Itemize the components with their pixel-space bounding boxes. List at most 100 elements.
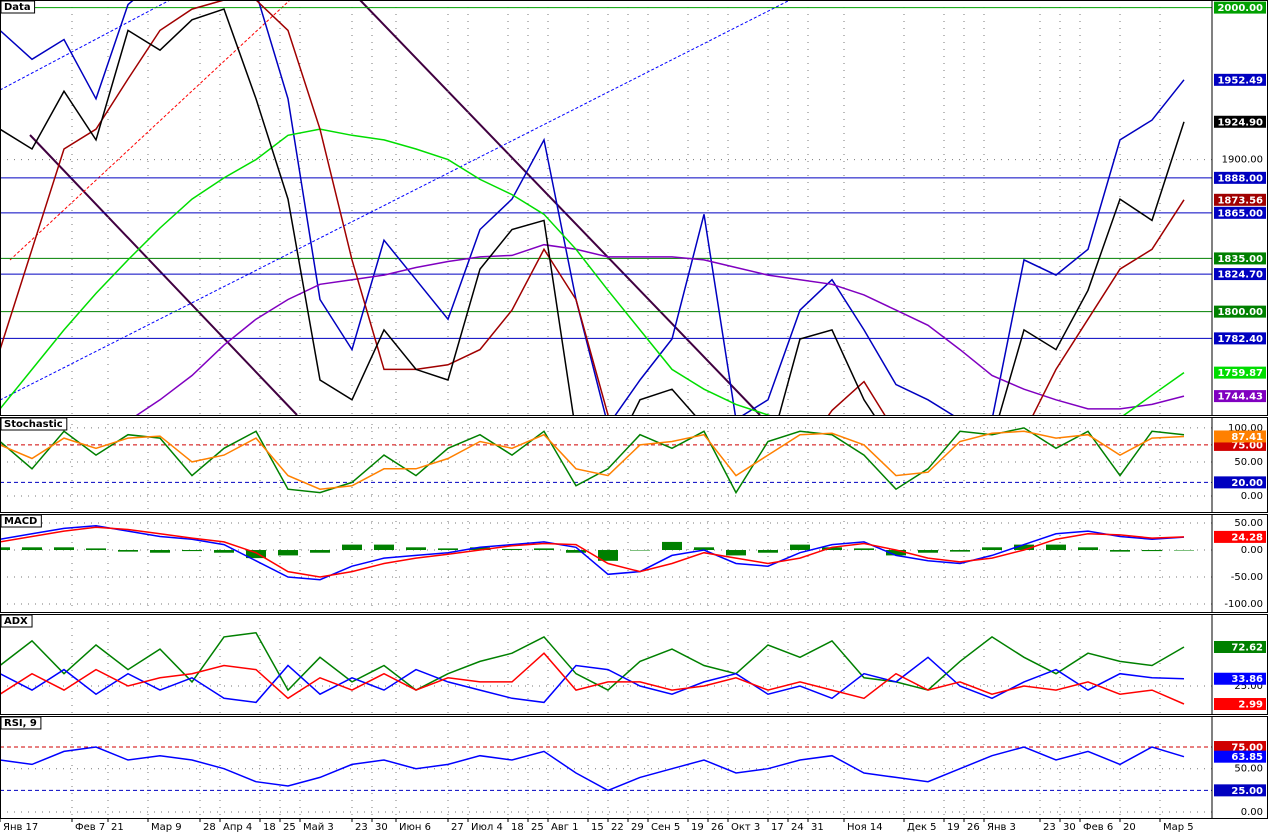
x-tick-label: 20 — [1123, 822, 1136, 833]
value-label: 1865.00 — [1217, 208, 1263, 219]
x-tick-label: 23 — [355, 822, 368, 833]
value-label: 72.62 — [1231, 642, 1263, 653]
y-tick-label: -100.00 — [1224, 599, 1263, 610]
value-label: 25.00 — [1231, 786, 1263, 797]
value-label-box — [1214, 366, 1266, 379]
axis-labels: 50.00 0.00 -50.00 -100.00 24.28 — [1214, 518, 1266, 610]
panel-title: Data — [4, 2, 31, 13]
value-label: 1800.00 — [1217, 307, 1263, 318]
series-line — [0, 8, 1185, 415]
x-tick-label: 19 — [691, 822, 704, 833]
x-tick-label: 17 — [771, 822, 784, 833]
histogram-bar — [598, 550, 618, 561]
value-label-box — [1214, 530, 1266, 543]
x-tick-label: 22 — [611, 822, 624, 833]
histogram-bar — [150, 550, 170, 553]
value-label-box — [1214, 1, 1266, 14]
trend-line — [359, 0, 761, 416]
y-tick-label: 100.00 — [1228, 423, 1263, 434]
x-tick-label: Апр 4 — [223, 822, 252, 833]
value-label-box — [1214, 206, 1266, 219]
value-label: 1888.00 — [1217, 173, 1263, 184]
channel-line — [0, 0, 791, 401]
value-label-box — [1214, 741, 1266, 754]
trend-lines — [0, 0, 791, 416]
plot-area — [0, 514, 1212, 612]
histogram-bar — [54, 547, 74, 551]
y-tick-label: 0.00 — [1241, 807, 1263, 818]
y-tick-label: 0.00 — [1241, 491, 1263, 502]
histogram-bar — [1174, 550, 1194, 551]
series-line — [0, 128, 1185, 415]
value-label-box — [1214, 252, 1266, 265]
x-tick-label: Янв 3 — [987, 822, 1016, 833]
value-label: 20.00 — [1231, 478, 1263, 489]
y-tick-label: 0.00 — [1241, 545, 1263, 556]
value-label: 75.00 — [1231, 440, 1263, 451]
histogram-bar — [22, 547, 42, 551]
x-tick-label: Июл 4 — [471, 822, 503, 833]
value-label: 2.99 — [1238, 700, 1263, 711]
series-line — [135, 243, 1185, 415]
panel-title-box — [0, 614, 33, 628]
x-tick-label: Мар 5 — [1163, 822, 1194, 833]
panel-title-box — [0, 0, 36, 14]
histogram-bar — [630, 550, 650, 551]
x-tick-label: 25 — [283, 822, 296, 833]
histogram-bar — [342, 544, 362, 551]
histogram-bar — [854, 548, 874, 551]
histogram-bar — [822, 547, 842, 551]
value-label-box — [1214, 750, 1266, 763]
panel-title: MACD — [4, 516, 37, 527]
x-tick-label: 18 — [511, 822, 524, 833]
value-label: 33.86 — [1231, 674, 1263, 685]
x-tick-label: 29 — [631, 822, 644, 833]
y-tick-label: 25.00 — [1234, 681, 1263, 692]
histogram-bar — [214, 550, 234, 553]
x-tick-label: Фев 7 — [75, 822, 105, 833]
series-line — [0, 0, 1185, 415]
value-label-box — [1214, 640, 1266, 653]
value-label: 1782.40 — [1217, 334, 1263, 345]
x-tick-label: Фев 6 — [1083, 822, 1113, 833]
axis-labels: 25.00 72.62 33.86 2.99 — [1214, 640, 1266, 711]
axis-labels: 50.00 0.00 75.00 25.00 63.85 — [1214, 741, 1266, 818]
histogram-bar — [982, 547, 1002, 551]
value-label-box — [1214, 268, 1266, 281]
histogram-bar — [118, 550, 138, 552]
x-tick-label: 30 — [1063, 822, 1076, 833]
value-label-box — [1214, 672, 1266, 685]
histogram-bar — [374, 544, 394, 551]
x-tick-label: Дек 5 — [907, 822, 937, 833]
histogram-bar — [470, 547, 490, 551]
series-line — [0, 656, 1185, 704]
axis-labels: 100.00 50.00 0.00 75.00 20.00 87.41 — [1214, 423, 1266, 502]
plot-area — [0, 614, 1212, 714]
histogram-bar — [662, 541, 682, 551]
y-tick-label: 50.00 — [1234, 518, 1263, 529]
x-tick-label: 21 — [111, 822, 124, 833]
x-tick-label: 31 — [811, 822, 824, 833]
value-label: 1873.56 — [1217, 195, 1263, 206]
histogram-bar — [182, 550, 202, 552]
x-tick-label: 19 — [947, 822, 960, 833]
series-line — [0, 652, 1185, 705]
histogram-bar — [1014, 544, 1034, 551]
value-label-box — [1214, 698, 1266, 711]
value-label: 87.41 — [1231, 432, 1263, 443]
histogram-bar — [790, 544, 810, 551]
histogram-bar — [534, 548, 554, 551]
histogram-bar — [86, 548, 106, 551]
plot-area — [0, 0, 1212, 415]
trend-line — [29, 134, 298, 416]
value-label: 75.00 — [1231, 743, 1263, 754]
series-line — [0, 430, 1185, 490]
value-label: 24.28 — [1231, 532, 1263, 543]
histogram-bar — [0, 547, 10, 551]
series-line — [0, 526, 1185, 578]
panel-title: Stochastic — [4, 419, 63, 430]
value-label-box — [1214, 115, 1266, 128]
panel-title-box — [0, 417, 68, 431]
